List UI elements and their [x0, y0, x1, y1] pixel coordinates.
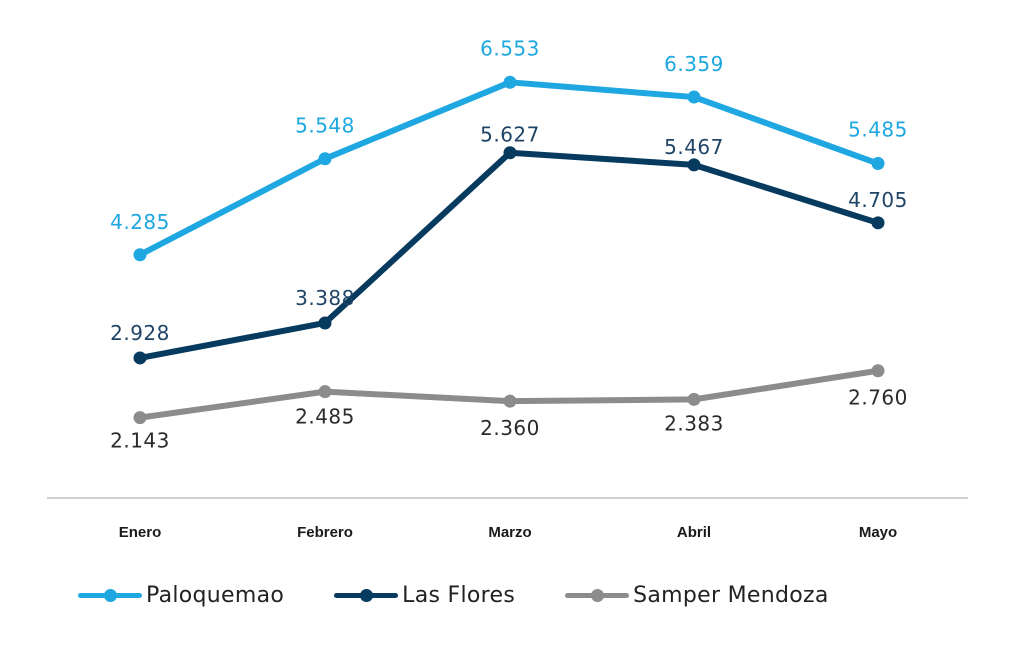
legend-marker	[591, 589, 605, 602]
data-point[interactable]	[318, 316, 332, 330]
series-line	[137, 149, 881, 361]
legend-item-samper-mendoza[interactable]: Samper Mendoza	[565, 580, 829, 610]
x-tick-label: Marzo	[488, 524, 531, 541]
data-point[interactable]	[871, 216, 885, 230]
legend: Paloquemao Las Flores Samper Mendoza	[78, 580, 879, 610]
data-label: 5.467	[664, 135, 724, 159]
data-point[interactable]	[503, 394, 517, 408]
legend-label: Las Flores	[402, 582, 516, 608]
series-samper-mendoza: 2.143 2.485 2.360 2.383 2.760	[110, 364, 908, 453]
legend-label: Paloquemao	[146, 582, 285, 608]
legend-marker	[104, 589, 117, 602]
data-label: 4.285	[110, 210, 170, 234]
data-point[interactable]	[687, 158, 701, 172]
data-label: 5.485	[848, 118, 908, 142]
data-point[interactable]	[133, 411, 147, 425]
legend-swatch-samper-mendoza	[565, 580, 630, 610]
data-label: 5.548	[295, 114, 355, 138]
series-las-flores: 2.928 3.388 5.627 5.467 4.705	[110, 123, 908, 365]
x-tick-label: Abril	[677, 524, 711, 541]
data-point[interactable]	[503, 146, 517, 160]
data-point[interactable]	[318, 152, 332, 166]
data-point[interactable]	[871, 157, 885, 171]
legend-item-las-flores[interactable]: Las Flores	[334, 580, 515, 610]
x-tick-label: Mayo	[859, 524, 897, 541]
legend-item-paloquemao[interactable]: Paloquemao	[78, 580, 284, 610]
legend-swatch-las-flores	[334, 580, 399, 610]
data-label: 6.359	[664, 52, 724, 76]
data-label: 2.928	[110, 321, 170, 345]
data-point[interactable]	[687, 392, 701, 406]
data-label: 2.383	[664, 411, 724, 435]
data-point[interactable]	[318, 385, 332, 399]
data-label: 2.485	[295, 405, 355, 429]
data-point[interactable]	[687, 90, 701, 104]
legend-marker	[360, 589, 374, 602]
legend-label: Samper Mendoza	[633, 582, 829, 608]
x-tick-label: Febrero	[297, 524, 353, 541]
data-label: 2.360	[480, 416, 540, 440]
data-point[interactable]	[133, 351, 147, 365]
data-point[interactable]	[133, 248, 147, 262]
data-label: 3.388	[295, 286, 355, 310]
data-label: 6.553	[480, 36, 540, 60]
data-label: 2.143	[110, 429, 170, 453]
series-paloquemao: 4.285 5.548 6.553 6.359 5.485	[110, 36, 908, 262]
data-label: 5.627	[480, 123, 540, 147]
legend-swatch-paloquemao	[78, 580, 142, 610]
series-line	[137, 367, 881, 421]
data-label: 4.705	[848, 188, 908, 212]
data-label: 2.760	[848, 386, 908, 410]
data-point[interactable]	[871, 364, 885, 378]
data-point[interactable]	[503, 75, 517, 89]
x-tick-label: Enero	[119, 524, 162, 541]
series-layer: 4.285 5.548 6.553 6.359 5.485 2.928 3.388 5.627…	[110, 36, 908, 453]
series-line	[137, 79, 881, 258]
x-axis-tick-labels: Enero Febrero Marzo Abril Mayo	[119, 524, 897, 541]
